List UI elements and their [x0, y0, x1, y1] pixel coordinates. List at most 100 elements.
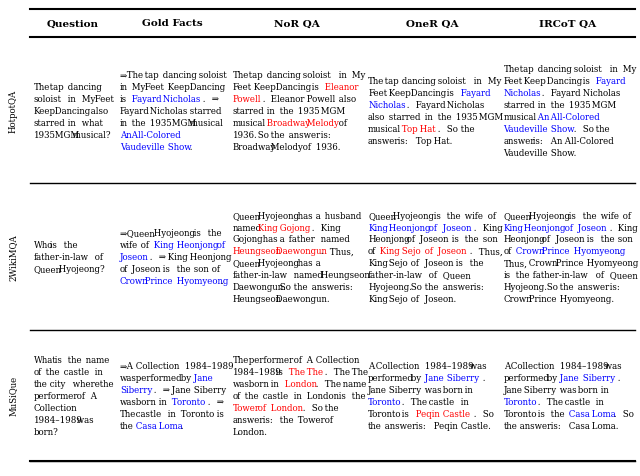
Text: King: King	[368, 258, 388, 268]
Text: Toronto: Toronto	[178, 409, 214, 418]
Text: Hyojeong: Hyojeong	[255, 211, 299, 220]
Text: dancing: dancing	[65, 83, 102, 92]
Text: of: of	[209, 265, 220, 274]
Text: starred: starred	[504, 101, 535, 110]
Text: was: was	[422, 386, 442, 394]
Text: is: is	[584, 235, 594, 244]
Text: Collection: Collection	[372, 362, 419, 371]
Text: An: An	[548, 137, 563, 145]
Text: Casa: Casa	[133, 421, 157, 430]
Text: MuSiQue: MuSiQue	[9, 376, 18, 416]
Text: 1935: 1935	[147, 119, 172, 128]
Text: 1984–1989: 1984–1989	[422, 362, 474, 371]
Text: .: .	[435, 125, 441, 134]
Text: .: .	[317, 247, 323, 256]
Text: Heonjong: Heonjong	[386, 223, 431, 232]
Text: in: in	[65, 119, 76, 128]
Text: Feet: Feet	[233, 83, 252, 92]
Text: answer: answer	[308, 282, 343, 291]
Text: of: of	[404, 235, 415, 244]
Text: Gojong: Gojong	[277, 223, 311, 232]
Text: The: The	[408, 397, 428, 406]
Text: Heonjong: Heonjong	[173, 241, 218, 250]
Text: musical: musical	[187, 119, 223, 128]
Text: the: the	[557, 282, 574, 291]
Text: MGM: MGM	[476, 113, 502, 122]
Text: is: is	[566, 211, 576, 220]
Text: tap: tap	[142, 71, 159, 80]
Text: Hyomyeong: Hyomyeong	[173, 277, 228, 286]
Text: in: in	[291, 391, 301, 400]
Text: Casa: Casa	[566, 421, 590, 430]
Text: by: by	[408, 374, 422, 383]
Text: the: the	[277, 107, 294, 116]
Text: of: of	[620, 211, 631, 220]
Text: soloist: soloist	[300, 71, 331, 80]
Text: castle: castle	[562, 397, 590, 406]
Text: named: named	[233, 223, 262, 232]
Text: has: has	[295, 258, 313, 268]
Text: NoR QA: NoR QA	[273, 20, 319, 29]
Text: So: So	[580, 125, 593, 134]
Text: Hyojeong: Hyojeong	[390, 211, 435, 220]
Text: is:: is:	[317, 130, 330, 139]
Text: in: in	[65, 95, 76, 104]
Text: Peqin: Peqin	[413, 409, 440, 418]
Text: in: in	[264, 107, 275, 116]
Text: A: A	[304, 356, 314, 365]
Text: is: is	[504, 270, 511, 279]
Text: Top: Top	[413, 137, 431, 145]
Text: Feet: Feet	[368, 89, 387, 98]
Text: starred: starred	[34, 119, 66, 128]
Text: 1935: 1935	[566, 101, 591, 110]
Text: of: of	[322, 415, 333, 424]
Text: Jane: Jane	[169, 386, 191, 394]
Text: .: .	[187, 142, 193, 151]
Text: son: son	[191, 265, 209, 274]
Text: Nicholas: Nicholas	[160, 95, 200, 104]
Text: Hat.: Hat.	[431, 137, 452, 145]
Text: father-in-law: father-in-law	[34, 253, 89, 262]
Text: of: of	[74, 391, 85, 400]
Text: .: .	[471, 409, 477, 418]
Text: was: was	[120, 397, 137, 406]
Text: father: father	[286, 235, 316, 244]
Text: So: So	[480, 409, 494, 418]
Text: performed: performed	[504, 374, 549, 383]
Text: My: My	[79, 95, 95, 104]
Text: in: in	[462, 386, 473, 394]
Text: was: was	[602, 362, 621, 371]
Text: where: where	[70, 379, 100, 388]
Text: musical: musical	[368, 125, 401, 134]
Text: was: was	[557, 386, 577, 394]
Text: Nicholas: Nicholas	[504, 89, 541, 98]
Text: in: in	[458, 397, 468, 406]
Text: Loma: Loma	[589, 409, 616, 418]
Text: of: of	[138, 241, 148, 250]
Text: .: .	[151, 386, 157, 394]
Text: the: the	[129, 119, 145, 128]
Text: Fayard: Fayard	[593, 77, 626, 86]
Text: born: born	[440, 386, 463, 394]
Text: Dancing: Dancing	[544, 77, 582, 86]
Text: Keep: Keep	[34, 107, 56, 116]
Text: Loma.: Loma.	[589, 421, 618, 430]
Text: is:: is:	[607, 282, 620, 291]
Text: Castle: Castle	[440, 409, 470, 418]
Text: Feet: Feet	[142, 83, 164, 92]
Text: is: is	[308, 83, 319, 92]
Text: in: in	[268, 379, 279, 388]
Text: My: My	[484, 77, 501, 86]
Text: Jane: Jane	[504, 386, 522, 394]
Text: wife: wife	[120, 241, 138, 250]
Text: An: An	[120, 130, 131, 139]
Text: OneR QA: OneR QA	[406, 20, 458, 29]
Text: A: A	[124, 362, 133, 371]
Text: father-in-law: father-in-law	[368, 270, 423, 279]
Text: is: is	[453, 258, 463, 268]
Text: in: in	[535, 101, 546, 110]
Text: Heungseon: Heungseon	[233, 294, 282, 303]
Text: A: A	[504, 362, 510, 371]
Text: of: of	[593, 270, 604, 279]
Text: Toronto: Toronto	[169, 397, 205, 406]
